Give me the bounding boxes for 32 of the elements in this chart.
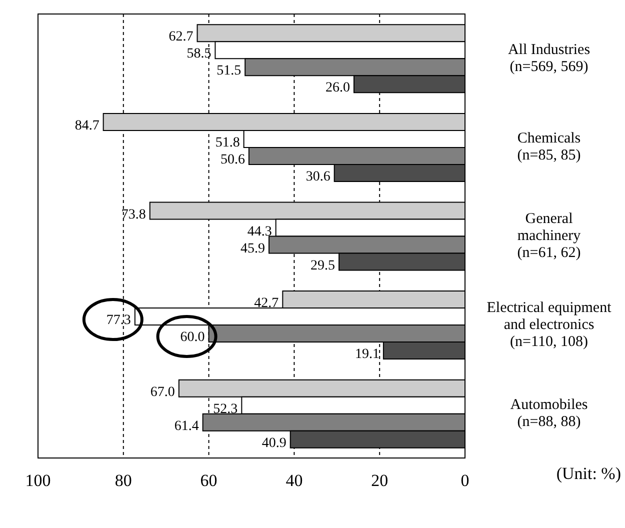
x-tick-label: 40 <box>286 471 303 490</box>
data-label: 19.1 <box>354 347 380 362</box>
data-label: 42.7 <box>254 296 279 312</box>
y-tick-label: Automobiles (n=88, 88) <box>510 397 588 430</box>
y-tick-label: Electrical equipment and electronics (n=110, 108) <box>486 300 612 350</box>
x-tick-label: 100 <box>25 471 51 490</box>
x-tick-label: 20 <box>371 471 388 490</box>
data-label: 62.7 <box>168 30 194 45</box>
data-label: 77.3 <box>106 313 131 328</box>
data-label: 84.7 <box>74 118 100 134</box>
data-label: 51.8 <box>215 135 240 150</box>
y-tick-label: General machinery (n=61, 62) <box>517 211 582 261</box>
x-tick-label: 80 <box>114 471 132 490</box>
data-label: 30.6 <box>306 169 330 184</box>
data-label: 73.8 <box>121 207 146 222</box>
data-label: 67.0 <box>150 384 175 400</box>
data-label: 60.0 <box>180 330 205 346</box>
data-label: 50.6 <box>220 152 245 168</box>
data-label: 40.9 <box>262 436 286 451</box>
data-label: 45.9 <box>240 241 266 256</box>
y-tick-label: Chemicals (n=85, 85) <box>517 130 581 164</box>
data-label: 44.3 <box>247 224 272 240</box>
data-label: 51.5 <box>216 64 242 79</box>
data-label: 52.3 <box>213 402 238 417</box>
y-tick-label: All Industries (n=569, 569) <box>508 42 590 75</box>
data-label: 26.0 <box>325 80 350 96</box>
x-tick-label: 0 <box>460 471 470 490</box>
data-label: 61.4 <box>174 418 199 434</box>
text: (Unit: %) <box>556 464 621 484</box>
x-tick-label: 60 <box>200 471 218 490</box>
data-label: 29.5 <box>310 258 336 274</box>
data-label: 58.5 <box>186 46 212 62</box>
